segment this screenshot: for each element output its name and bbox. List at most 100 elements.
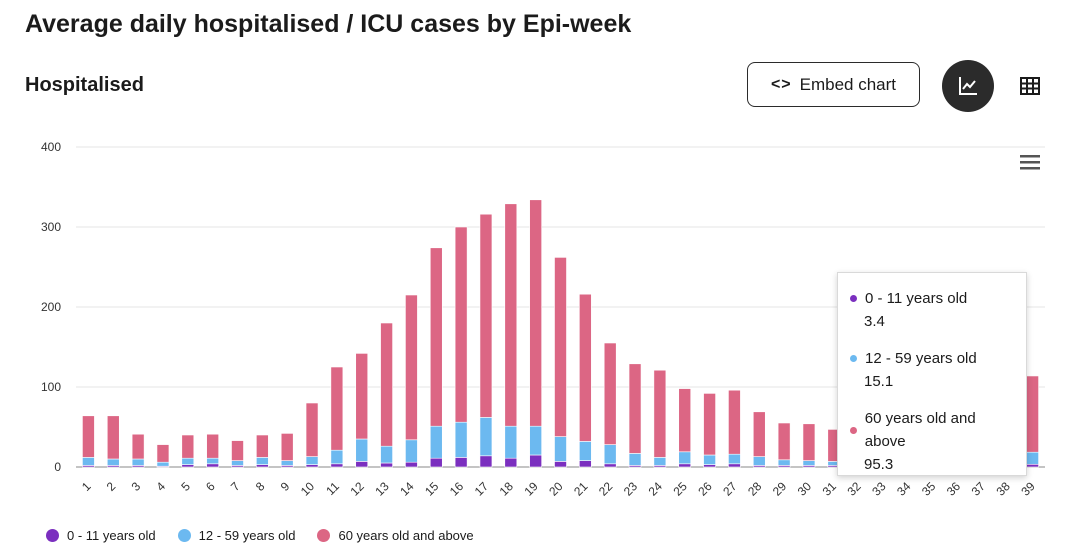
legend-marker (46, 529, 59, 542)
legend-item-60-plus[interactable]: 60 years old and above (317, 528, 474, 543)
bar-segment (231, 440, 244, 461)
bar-segment (429, 247, 443, 427)
tooltip-item: 60 years old and above 95.3 (850, 407, 1016, 476)
x-tick-label: 12 (348, 479, 368, 499)
table-icon (1020, 77, 1040, 95)
bar-segment (429, 457, 443, 468)
series-0-11-dot (850, 295, 857, 302)
bar-segment (355, 461, 369, 468)
x-tick-label: 33 (869, 479, 889, 499)
bar-segment (131, 458, 145, 466)
line-chart-icon (959, 77, 977, 95)
bar-segment (802, 460, 816, 466)
y-tick-label: 400 (41, 140, 61, 154)
x-tick-label: 39 (1018, 479, 1038, 499)
x-tick-label: 6 (203, 479, 218, 494)
bar-segment (752, 456, 766, 466)
bar-segment (106, 415, 120, 460)
bar-segment (156, 444, 170, 463)
bar-segment (454, 421, 468, 458)
bar-segment (752, 411, 766, 457)
bar-segment (603, 444, 617, 465)
page-title: Average daily hospitalised / ICU cases b… (25, 10, 632, 38)
embed-chart-button[interactable]: <> Embed chart (747, 62, 920, 107)
bar-segment (777, 459, 791, 466)
bar-segment (504, 425, 518, 459)
x-tick-label: 36 (944, 479, 964, 499)
y-tick-label: 100 (41, 380, 61, 394)
x-tick-label: 19 (521, 479, 541, 499)
bar-segment (703, 454, 716, 465)
x-tick-label: 11 (323, 479, 342, 498)
bar-segment (454, 226, 468, 423)
legend-marker (317, 529, 331, 542)
bar-segment (728, 463, 741, 468)
tooltip-label: 12 - 59 years old (865, 350, 977, 367)
bar-segment (554, 461, 567, 468)
tooltip-value: 15.1 (864, 373, 894, 390)
bar-segment (380, 322, 393, 447)
bar-segment (529, 454, 542, 468)
x-tick-label: 28 (745, 479, 765, 499)
x-tick-label: 4 (153, 479, 168, 494)
bar-segment (280, 433, 294, 461)
bar-segment (703, 393, 716, 456)
bar-segment (330, 449, 344, 465)
bar-segment (231, 460, 244, 466)
bar-segment (106, 458, 120, 466)
table-view-button[interactable] (1018, 74, 1042, 98)
bar-segment (1026, 375, 1039, 453)
x-tick-label: 23 (621, 479, 641, 499)
x-tick-label: 37 (969, 479, 989, 499)
bar-segment (579, 293, 592, 442)
y-tick-label: 0 (54, 460, 61, 474)
bar-segment (678, 451, 692, 465)
bar-segment (355, 438, 369, 462)
bar-segment (728, 389, 741, 455)
bar-segment (728, 453, 741, 465)
bar-segment (405, 461, 418, 468)
x-tick-label: 35 (919, 479, 939, 499)
bar-segment (653, 369, 667, 458)
bar-segment (380, 445, 393, 464)
x-tick-label: 14 (397, 479, 417, 499)
bar-segment (603, 342, 617, 445)
bar-segment (256, 434, 269, 458)
tooltip-value: 95.3 (864, 456, 894, 473)
x-tick-label: 9 (278, 479, 293, 494)
x-tick-label: 20 (546, 479, 566, 499)
bar-segment (82, 457, 95, 466)
x-tick-label: 34 (894, 479, 914, 499)
legend-item-12-59[interactable]: 12 - 59 years old (177, 528, 296, 543)
x-tick-label: 5 (178, 479, 193, 494)
bar-segment (206, 433, 219, 459)
bar-segment (181, 434, 195, 459)
x-tick-label: 24 (646, 479, 666, 499)
bar-segment (330, 366, 344, 451)
y-tick-label: 300 (41, 220, 61, 234)
bar-segment (380, 462, 393, 468)
x-tick-label: 27 (720, 479, 740, 499)
legend-label: 12 - 59 years old (198, 528, 296, 543)
tooltip-label: 60 years old and above (864, 410, 976, 450)
bar-segment (305, 402, 319, 457)
x-tick-label: 30 (795, 479, 815, 499)
embed-chart-label: Embed chart (799, 74, 897, 94)
bar-segment (504, 457, 518, 468)
bar-segment (256, 464, 269, 468)
chart-menu-button[interactable] (1020, 154, 1042, 172)
code-icon: <> (770, 75, 792, 93)
bar-segment (554, 436, 567, 462)
bar-segment (181, 457, 195, 465)
x-tick-label: 17 (472, 479, 492, 499)
bar-segment (554, 257, 567, 437)
chart-view-button[interactable] (942, 60, 994, 112)
legend-item-0-11[interactable]: 0 - 11 years old (46, 528, 156, 543)
bar-segment (802, 423, 816, 461)
chart-legend: 0 - 11 years old 12 - 59 years old 60 ye… (46, 528, 474, 543)
bar-segment (454, 457, 468, 468)
chart-tooltip: 0 - 11 years old 3.4 12 - 59 years old 1… (837, 272, 1027, 476)
series-12-59-dot (850, 355, 857, 362)
series-60-plus-dot (850, 426, 857, 434)
